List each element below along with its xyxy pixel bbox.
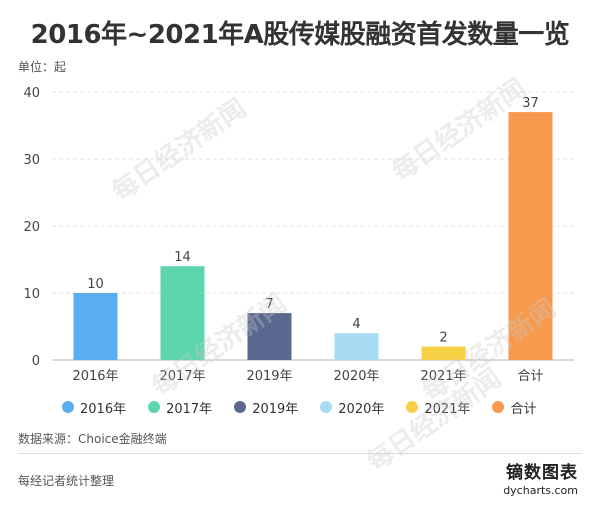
x-tick-label: 2020年 [333,369,379,384]
data-label: 10 [87,277,104,292]
data-label: 2 [439,331,447,346]
legend-swatch [492,401,505,413]
brand-domain: dycharts.com [503,484,578,497]
footer-divider [18,453,582,454]
bar [247,313,292,360]
x-tick-label: 合计 [517,369,543,384]
legend-swatch [62,401,74,413]
legend-label: 2021年 [424,401,471,417]
data-label: 7 [265,297,273,312]
footer-note: 每经记者统计整理 [18,474,115,488]
legend-swatch [406,401,419,413]
legend-swatch [320,401,333,413]
x-tick-label: 2017年 [159,369,205,384]
legend-label: 2020年 [338,401,385,417]
chart-legend: 2016年 2017年 2019年 2020年 2021年 合计 [62,398,582,417]
y-tick-label: 30 [23,153,40,168]
unit-label: 单位：起 [18,60,67,74]
legend-item: 2016年 [62,398,126,417]
data-label: 37 [522,96,539,111]
bar [73,293,118,360]
legend-item: 2017年 [148,398,212,417]
legend-label: 2017年 [166,401,213,417]
x-tick-label: 2016年 [72,369,118,384]
y-tick-label: 20 [23,220,40,235]
data-label: 4 [352,317,360,332]
x-tick-label: 2019年 [246,369,292,384]
bar [421,346,466,360]
bar [160,266,205,360]
brand-logo: 镝数图表 dycharts.com [503,458,578,497]
y-tick-label: 40 [23,86,40,101]
bar-chart: 0 10 20 30 40 10 2016年 14 2017年 7 2019年 4 2020年 2 2021… [23,86,574,384]
data-source: 数据来源：Choice金融终端 [18,432,167,446]
chart-title: 2016年~2021年A股传媒股融资首发数量一览 [30,20,570,50]
legend-label: 2016年 [80,401,127,417]
bar [334,333,379,360]
legend-swatch [234,401,247,413]
data-label: 14 [174,250,191,265]
bar [508,112,553,360]
legend-item: 2019年 [234,398,298,417]
legend-label: 合计 [510,401,537,417]
y-tick-label: 0 [32,354,40,369]
y-tick-label: 10 [23,287,40,302]
brand-name: 镝数图表 [506,463,578,483]
legend-item: 合计 [492,398,536,417]
legend-label: 2019年 [252,401,299,417]
x-tick-label: 2021年 [420,369,466,384]
legend-swatch [148,401,161,413]
legend-item: 2020年 [320,398,384,417]
legend-item: 2021年 [406,398,470,417]
